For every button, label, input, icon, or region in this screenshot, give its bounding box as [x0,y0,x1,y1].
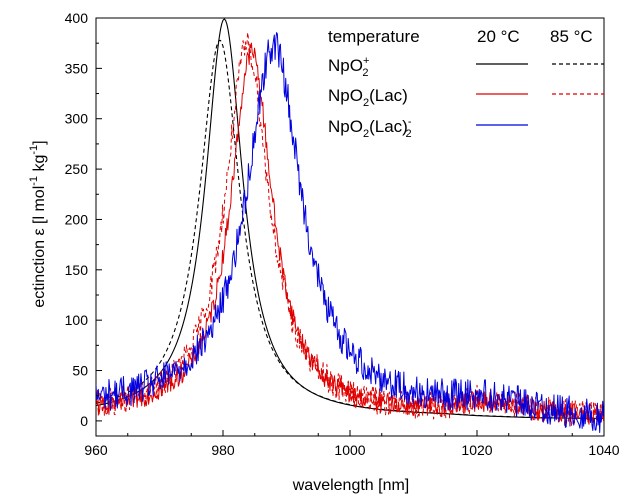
x-tick-label: 1000 [334,442,365,458]
legend: temperature 20 °C 85 °C NpO+ 2 NpO2(Lac) … [328,27,604,140]
y-tick-label: 200 [65,211,89,227]
legend-column-85c: 85 °C [550,27,593,46]
y-tick-label: 0 [80,413,88,429]
series-line-npo2-85-c [96,39,604,419]
y-tick-label: 350 [65,60,89,76]
legend-label-npo2-lac: NpO2(Lac) [328,86,408,109]
legend-column-20c: 20 °C [477,27,520,46]
y-tick-label: 250 [65,161,89,177]
x-tick-label: 1040 [588,442,619,458]
x-tick-label: 960 [84,442,108,458]
legend-label-npo2-lac2-minus: NpO2(Lac)-2 [328,116,412,140]
x-tick-label: 980 [211,442,235,458]
x-tick-label: 1020 [461,442,492,458]
series-line-npo2-20-c [96,18,604,419]
y-tick-label: 50 [72,363,88,379]
legend-label-npo2-plus: NpO+ 2 [328,55,369,79]
legend-header: temperature [328,27,420,46]
y-axis-label: ectinction ε [l mol-1 kg-1] [28,140,48,307]
y-tick-label: 400 [65,10,89,26]
x-axis-label: wavelength [nm] [292,477,410,494]
series-line-npo2-lac-2-20-c [96,32,604,433]
y-tick-label: 300 [65,111,89,127]
series-line-npo2-lac-20-c [96,42,604,425]
y-tick-label: 150 [65,262,89,278]
y-tick-label: 100 [65,312,89,328]
